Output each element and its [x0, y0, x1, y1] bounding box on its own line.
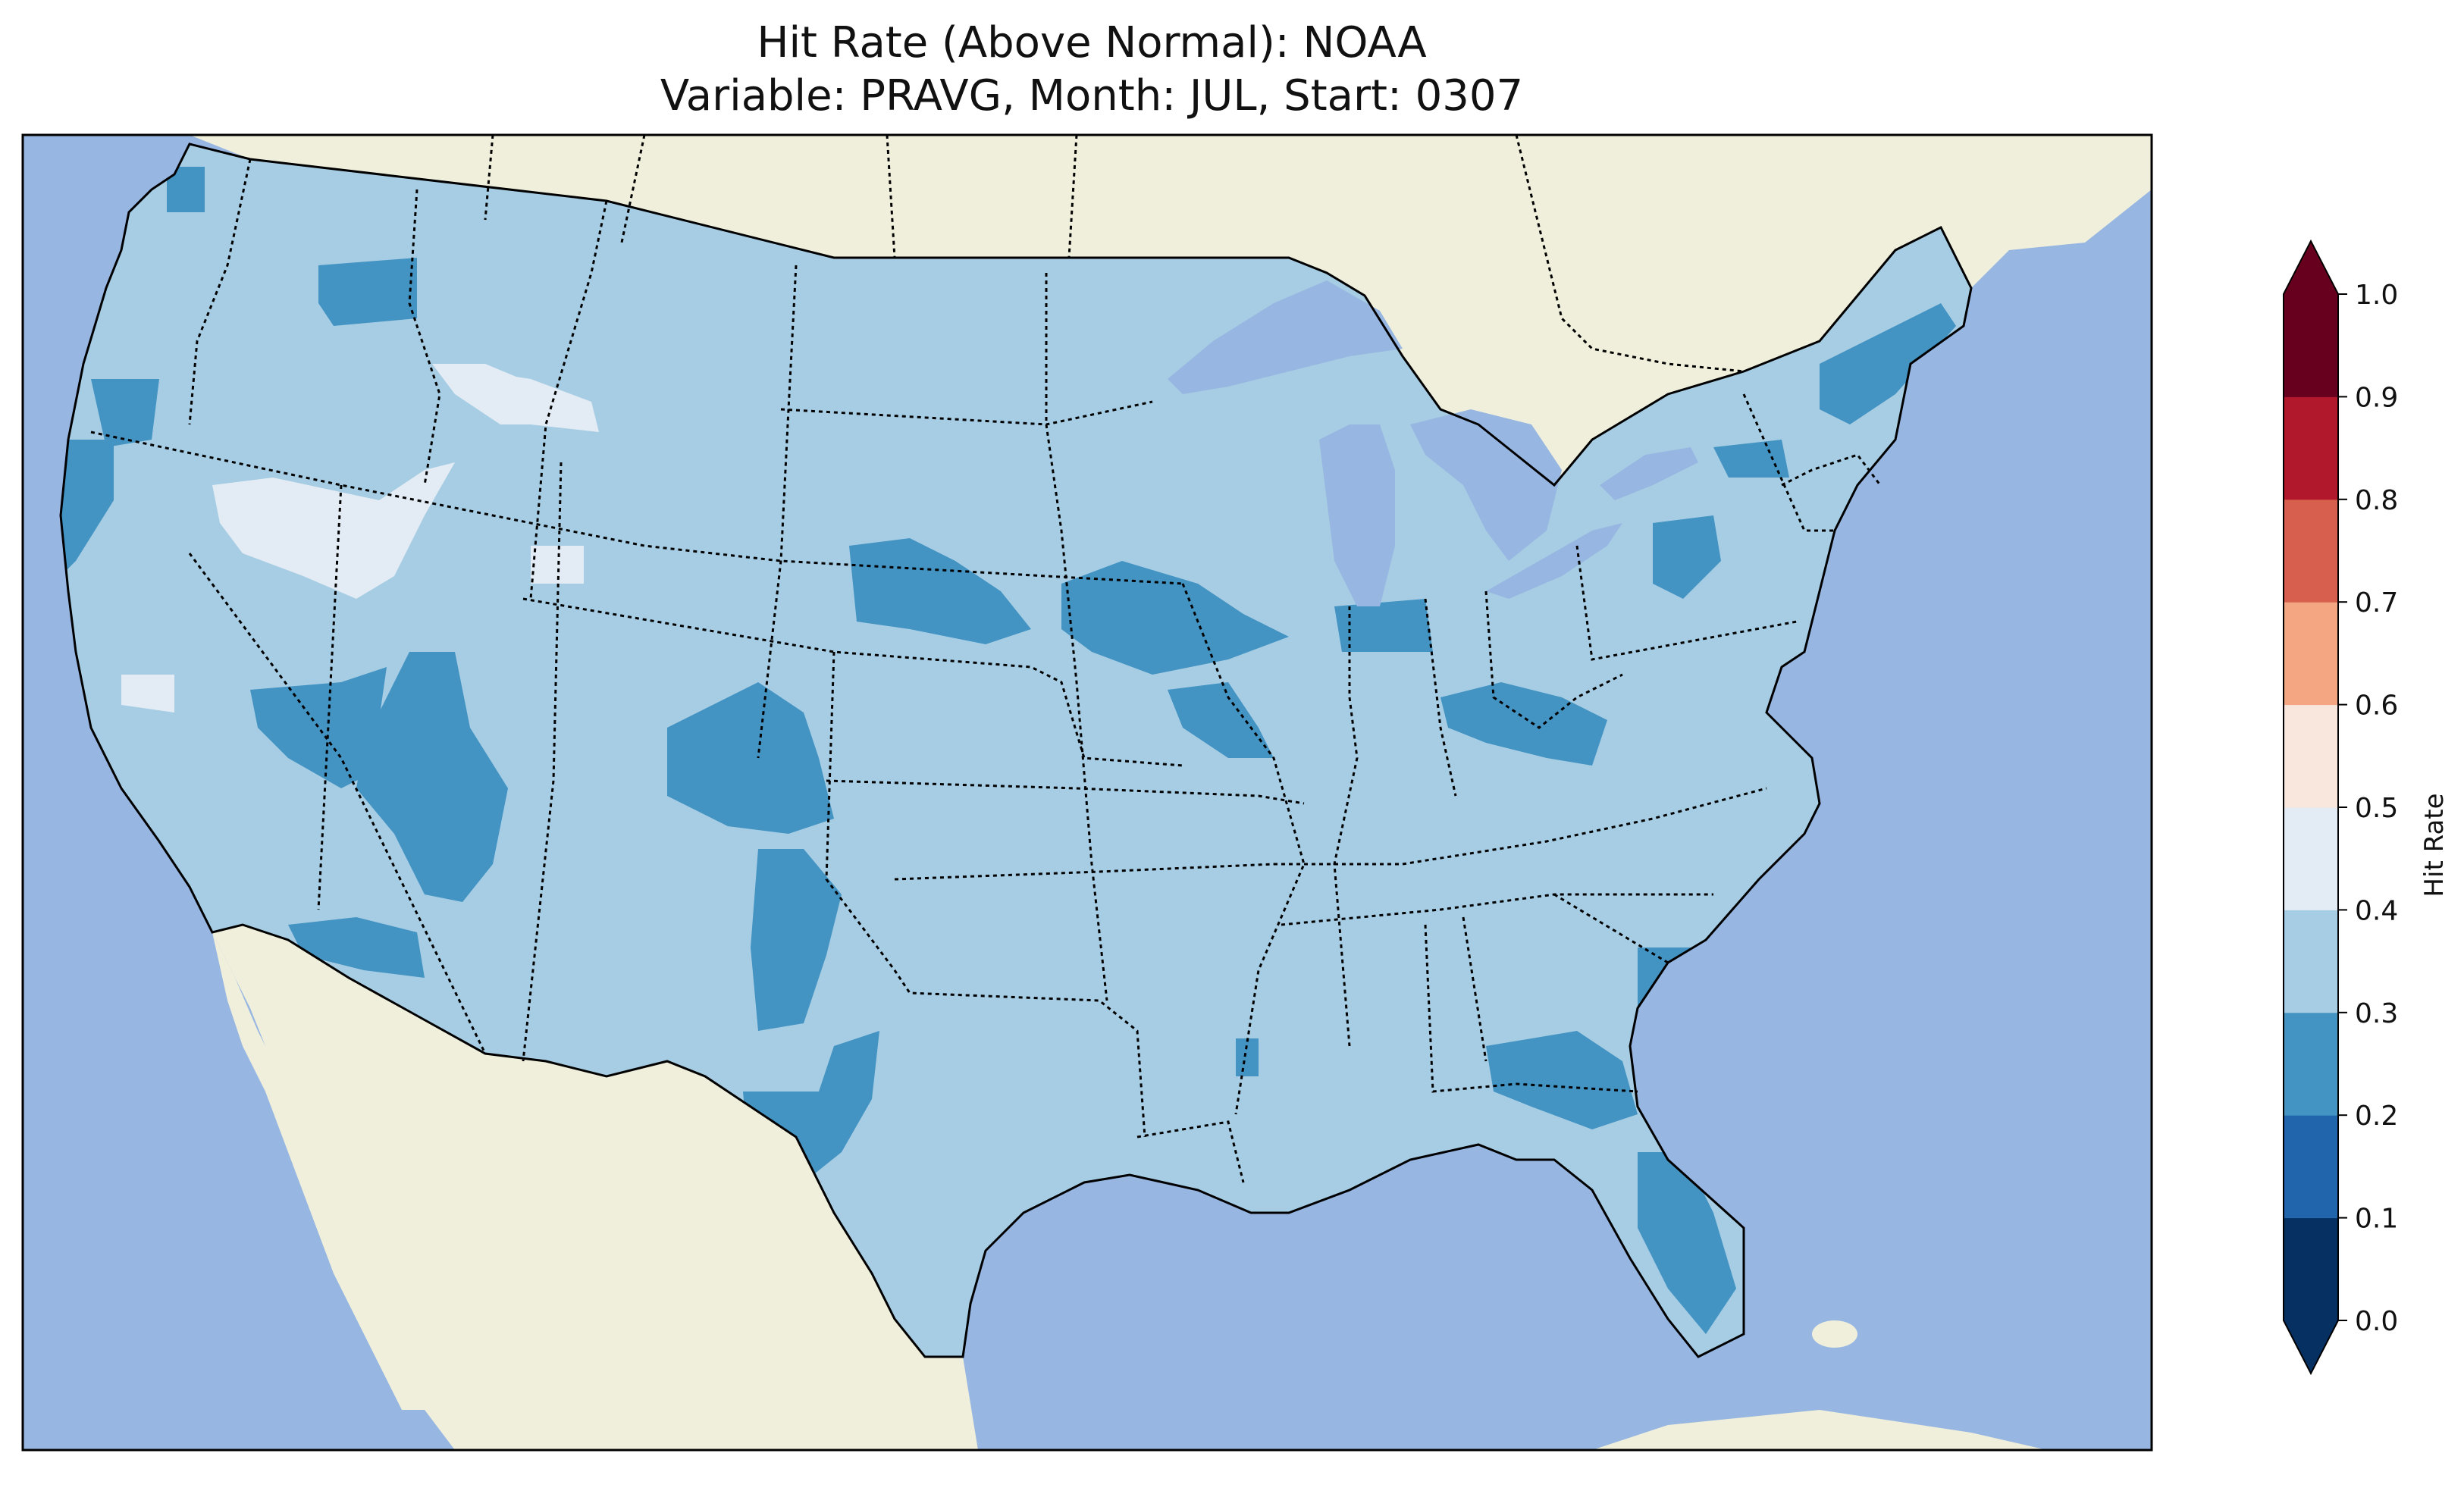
region-new-mexico-east — [751, 849, 842, 1031]
region-south-dakota — [849, 538, 1031, 644]
region-oregon-coast — [91, 379, 159, 447]
title-line-2: Variable: PRAVG, Month: JUL, Start: 0307 — [660, 71, 1524, 121]
province-border — [1067, 135, 1078, 258]
region-southern-california — [288, 917, 425, 978]
colorbar-label: Hit Rate — [2419, 793, 2450, 897]
map-frame — [21, 133, 2153, 1452]
state-border — [1742, 393, 1835, 532]
colorbar-extend-min — [2284, 1320, 2338, 1373]
region-maine-coast — [1820, 303, 1956, 424]
region-northern-california-coast — [61, 440, 114, 576]
colorbar-bin — [2284, 294, 2338, 397]
colorbar-bin — [2284, 807, 2338, 910]
region-utah-arizona — [356, 652, 508, 902]
colorbar-tick-label: 0.3 — [2355, 998, 2398, 1029]
colorbar-tick-label: 0.9 — [2355, 382, 2398, 413]
map-title: Hit Rate (Above Normal): NOAA Variable: … — [0, 17, 2183, 123]
region-central-nevada — [250, 667, 387, 788]
colorbar-bin — [2284, 1217, 2338, 1321]
state-border — [188, 158, 252, 425]
state-border — [408, 189, 441, 486]
colorbar-tick-label: 0.1 — [2355, 1204, 2398, 1235]
state-borders — [90, 158, 1882, 1183]
region-california-bay — [121, 675, 174, 713]
colorbar-tick-label: 1.0 — [2355, 280, 2398, 311]
colorbar-bin — [2284, 499, 2338, 603]
region-indiana — [1334, 599, 1433, 652]
region-oregon-nevada-border — [212, 462, 455, 599]
province-border — [1515, 135, 1745, 373]
state-border — [1781, 453, 1882, 487]
region-iowa — [1061, 561, 1289, 675]
state-border — [826, 779, 1305, 805]
state-border — [522, 462, 563, 1062]
state-border — [1045, 273, 1108, 1001]
lake-erie — [1486, 523, 1622, 599]
colorbar-tick-label: 0.2 — [2355, 1101, 2398, 1132]
colorbar-tick-label: 0.0 — [2355, 1306, 2398, 1337]
state-border — [1424, 924, 1638, 1093]
state-border — [188, 553, 487, 1054]
state-border — [1274, 787, 1767, 866]
region-washington-central — [318, 258, 417, 326]
colorbar-tick-label: 0.6 — [2355, 691, 2398, 722]
cuba-land — [1592, 1410, 2047, 1450]
state-border — [1333, 606, 1359, 1047]
province-border — [484, 135, 494, 221]
colorbar-bin — [2284, 396, 2338, 500]
region-illinois-missouri — [1168, 682, 1274, 758]
bahamas-island — [1812, 1320, 1857, 1348]
colorbar-bin — [2284, 704, 2338, 808]
colorbar-tick-label: 0.4 — [2355, 895, 2398, 926]
state-border — [1462, 916, 1487, 1062]
lake-michigan — [1319, 424, 1395, 606]
region-kentucky-ohio — [1440, 682, 1607, 766]
province-border — [886, 135, 896, 258]
region-florida — [1638, 1152, 1736, 1334]
mexico-land — [212, 925, 978, 1450]
state-border — [90, 431, 1183, 585]
lake-ontario — [1600, 447, 1698, 500]
colorbar-tick-label: 0.7 — [2355, 587, 2398, 619]
region-washington-coast — [167, 167, 205, 212]
region-pennsylvania — [1653, 515, 1721, 599]
state-border — [1181, 583, 1306, 1115]
lake-superior — [1168, 280, 1403, 394]
region-wyoming-idaho — [432, 364, 599, 432]
state-border — [1484, 590, 1623, 729]
us-coastline — [59, 143, 1973, 1358]
state-border — [1424, 598, 1457, 797]
state-border — [894, 863, 1274, 881]
region-arkansas — [1236, 1038, 1259, 1076]
great-lakes — [1168, 280, 1698, 606]
state-border — [825, 651, 1146, 1138]
colorbar-bin — [2284, 1012, 2338, 1116]
state-border — [317, 484, 343, 910]
state-border — [1575, 545, 1798, 661]
province-border — [620, 135, 646, 243]
colorbar-bin — [2284, 910, 2338, 1013]
hit-rate-cells — [61, 167, 1956, 1334]
province-borders — [484, 135, 1745, 373]
region-eastern-colorado — [667, 682, 834, 834]
colorbar-tick-label: 0.5 — [2355, 793, 2398, 824]
colorbar-bin — [2284, 602, 2338, 706]
colorbar-extend-max — [2284, 241, 2338, 294]
lake-huron — [1410, 409, 1562, 561]
title-line-1: Hit Rate (Above Normal): NOAA — [757, 18, 1427, 67]
baja-land — [212, 932, 425, 1410]
colorbar-bin — [2284, 1115, 2338, 1219]
region-utah-north — [531, 546, 584, 584]
region-new-york-upstate — [1713, 440, 1789, 478]
colorbar-tick-label: 0.8 — [2355, 485, 2398, 516]
state-border — [1136, 1120, 1245, 1183]
state-border — [757, 265, 798, 759]
region-georgia — [1486, 1031, 1638, 1129]
state-border — [529, 200, 608, 600]
